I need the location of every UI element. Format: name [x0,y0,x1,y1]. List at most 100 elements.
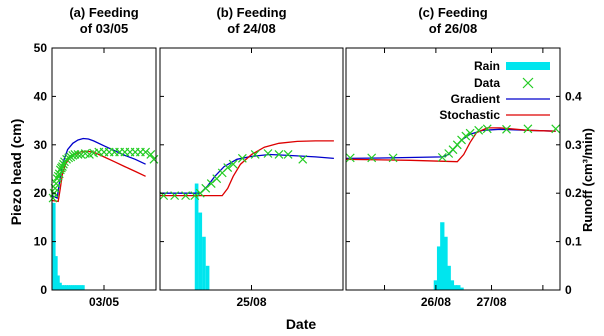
rain-bar [60,285,64,290]
y-axis-label: Piezo head (cm) [8,119,24,226]
panel-frame [345,47,561,291]
rain-bar [69,285,73,290]
data-point [263,149,273,158]
data-point [298,154,308,164]
gradient-line [52,137,146,199]
panel-title: (a) Feeding [69,5,138,20]
legend: Rain Data Gradient Stochastic [439,59,550,122]
data-point [367,153,377,163]
data-points [345,124,561,163]
y-tick-label: 50 [34,41,48,55]
rain-bar [440,222,445,290]
rain-bar [194,183,199,290]
data-point [59,159,68,169]
data-point [70,150,80,159]
data-points [48,147,159,203]
rain-bar [456,285,461,290]
rain-bars [52,202,85,290]
data-point [345,153,355,163]
gradient-line [160,153,334,194]
x-tick-label: 25/08 [236,295,266,309]
rain-bar [81,285,85,290]
data-point [482,124,492,134]
stochastic-line [346,127,556,163]
y-tick-label: 40 [34,89,48,103]
x-tick-label: 26/08 [421,295,451,309]
y2-tick-label: 0.1 [565,235,582,249]
data-point [474,125,484,135]
rain-bar [71,285,75,290]
data-point [52,174,62,184]
data-point [502,124,511,134]
rain-bar [62,285,66,290]
data-point [523,124,533,134]
rain-bar [202,236,206,290]
data-point [146,150,156,159]
y2-tick-label: 0.3 [565,138,582,152]
data-point [64,153,74,163]
data-point [388,153,398,163]
panel-title: (c) Feeding [418,5,487,20]
data-point [141,147,151,157]
y-tick-label: 0 [40,283,47,297]
legend-label: Data [474,76,500,90]
data-point [73,150,83,159]
legend-data-marker [522,77,534,89]
legend-label: Stochastic [439,108,500,122]
x-tick-label: 03/05 [89,295,119,309]
rain-bar [459,287,464,290]
data-point [181,191,191,201]
data-point [437,152,447,162]
rain-bar [54,256,58,290]
data-point [461,131,471,141]
rain-bar [73,285,77,290]
data-point [551,124,561,134]
rain-bar [205,265,210,290]
y2-axis-label: Runoff (cm³/min) [580,128,595,232]
rain-bar [449,280,455,290]
panel-frame [159,47,344,291]
data-point [283,150,293,159]
data-point [149,154,159,164]
y-tick-label: 30 [34,138,48,152]
panel-subtitle: of 26/08 [429,21,477,36]
data-point [274,150,284,159]
y2-tick-label: 0.2 [565,186,582,200]
legend-label: Gradient [451,92,500,106]
rain-bar [56,275,60,290]
stochastic-line [160,140,334,197]
rain-bar [58,282,62,290]
rain-bar [446,265,451,290]
x-axis-label: Date [286,316,317,332]
panel-frame [51,47,157,291]
rain-bar [67,285,71,290]
panel-subtitle: of 03/05 [80,21,128,36]
rain-bar [77,285,81,290]
rain-bar [79,285,83,290]
panel-title: (b) Feeding [216,5,286,20]
data-point [53,171,63,181]
y-tick-label: 10 [34,235,48,249]
rain-bar [453,285,458,290]
data-point [237,153,247,163]
rain-bars [194,183,210,290]
data-point [223,163,233,172]
data-point [190,191,200,201]
rain-bar [75,285,79,290]
rain-bars [433,222,464,290]
data-point [250,150,260,159]
y2-tick-label: 0 [565,283,572,297]
data-point [170,191,180,201]
legend-rain-swatch [506,62,550,70]
panel-subtitle: of 24/08 [227,21,275,36]
rain-bar [198,212,203,290]
legend-label: Rain [474,59,500,73]
x-tick-label: 27/08 [477,295,507,309]
y-tick-label: 20 [34,186,48,200]
rain-bar [65,285,69,290]
